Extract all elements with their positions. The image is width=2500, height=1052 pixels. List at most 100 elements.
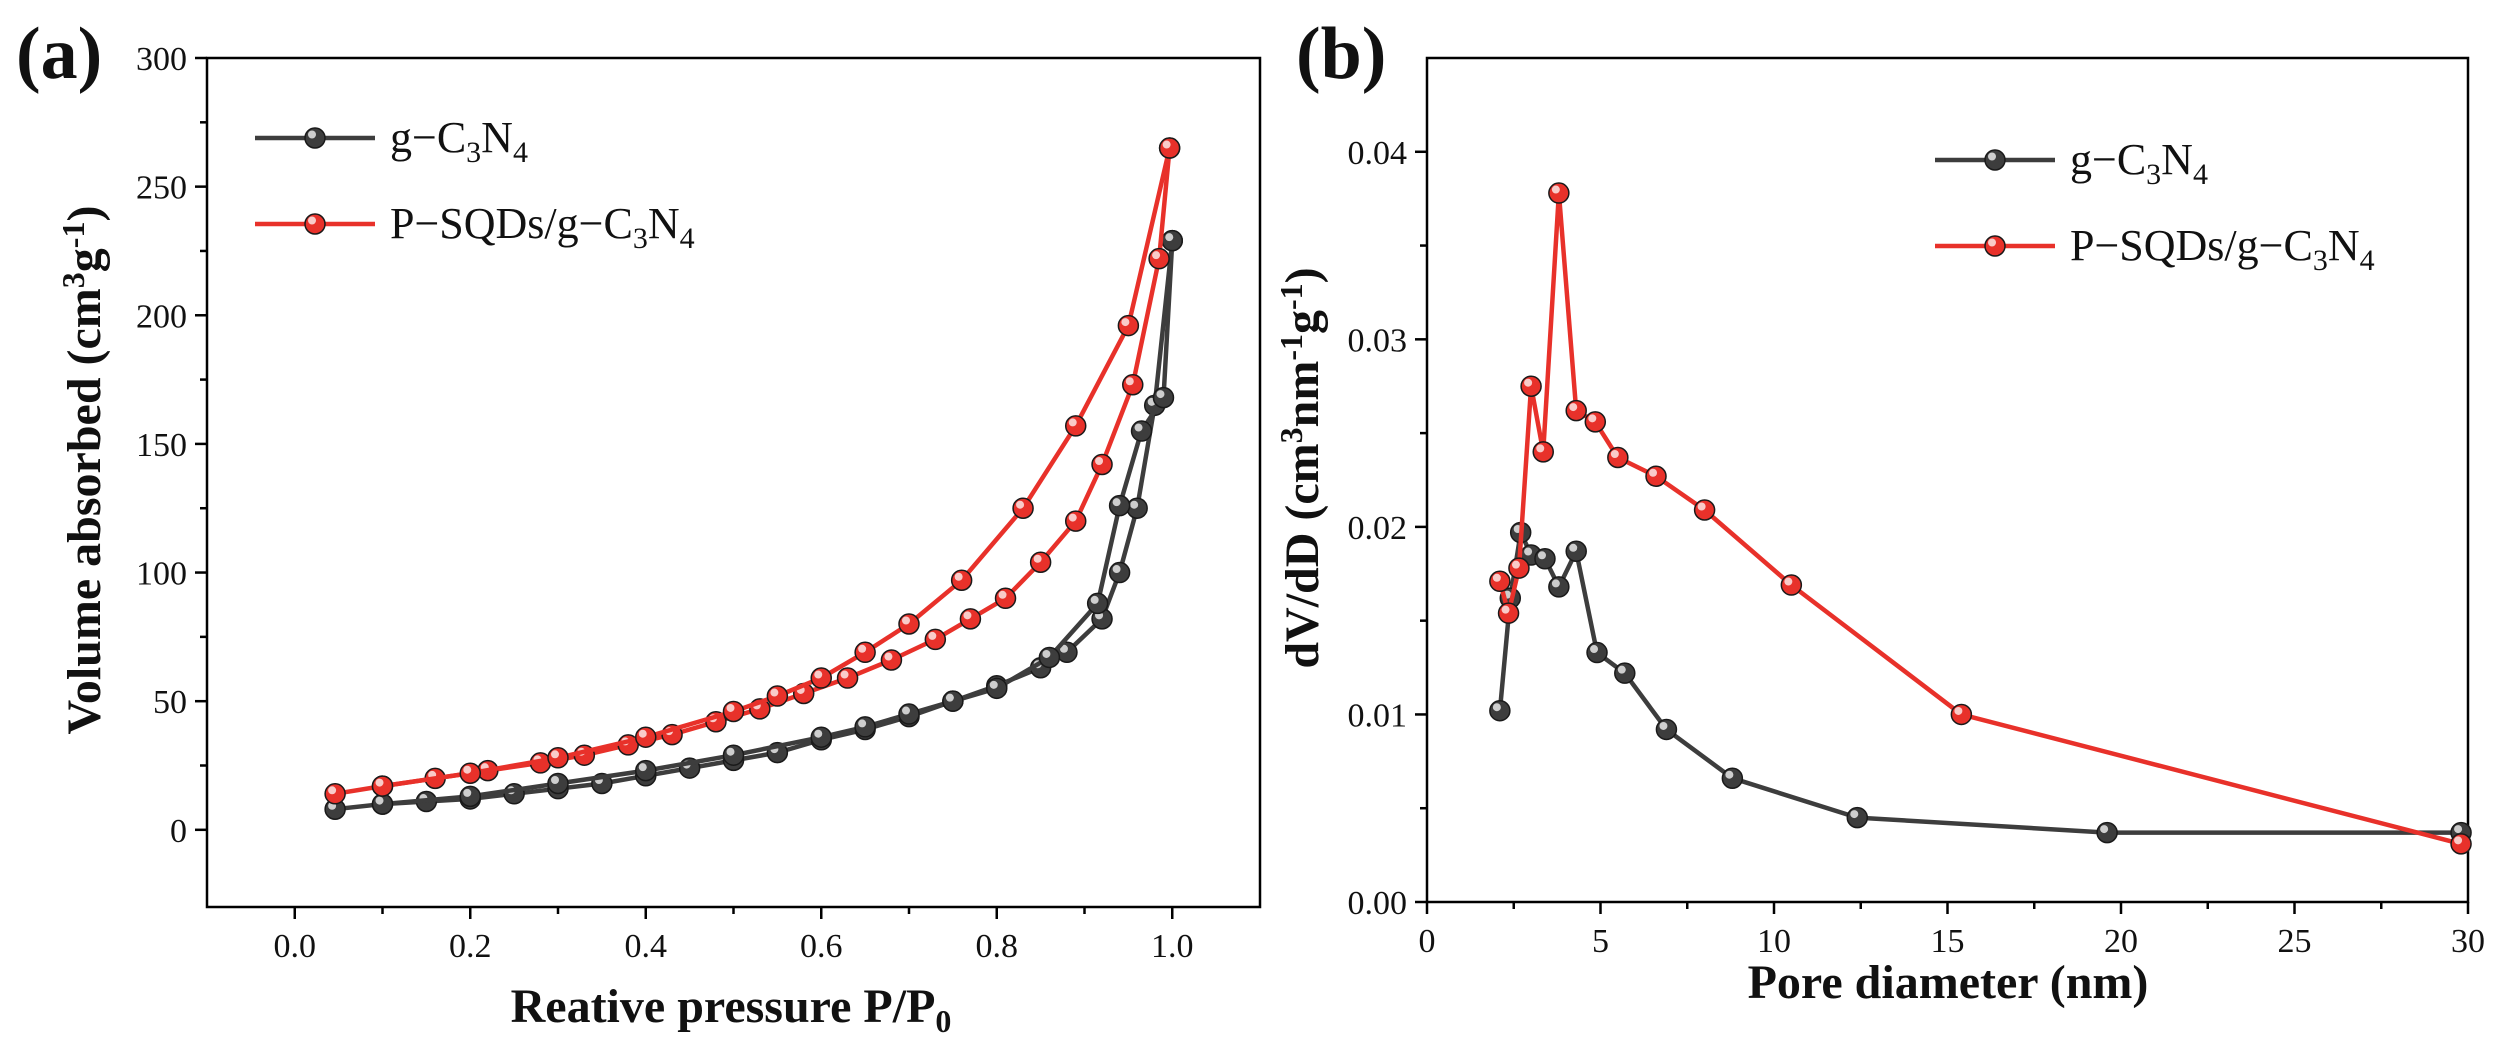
panel-b-series-psqds-gc3n4-data-point xyxy=(1548,182,1570,204)
panel-a-series-psqds-gc3n4-data-point-highlight xyxy=(1152,251,1161,260)
panel-a-series-psqds-gc3n4-data-point xyxy=(854,641,876,664)
panel-b-series-psqds-gc3n4-data-point-highlight xyxy=(1784,577,1793,586)
panel-a-series-gc3n4-data-point-highlight xyxy=(1059,644,1068,653)
panel-a-series-psqds-gc3n4-data-point-body xyxy=(959,608,982,630)
panel-b-series-gc3n4 xyxy=(1489,521,2472,844)
panel-a-series-psqds-gc3n4-desorption-line xyxy=(382,147,1172,789)
panel-b-series-gc3n4-data-point xyxy=(1846,806,1869,829)
panel-b-series-psqds-gc3n4-data-point-highlight xyxy=(1697,502,1706,511)
panel-b-series-gc3n4-data-point-body xyxy=(1655,718,1678,741)
panel-a-series-psqds-gc3n4-data-point-body xyxy=(1064,415,1087,437)
panel-a-legend-item-gc3n4-swatch-marker xyxy=(304,127,326,149)
panel-a-series-psqds-gc3n4-data-point-body xyxy=(924,628,947,651)
panel-a-series-gc3n4-data-point xyxy=(547,772,569,795)
panel-a-series-psqds-gc3n4-data-point xyxy=(459,762,481,784)
panel-b-series-psqds-gc3n4-data-point-highlight xyxy=(1551,185,1560,194)
panel-a-legend-item-gc3n4-swatch-marker-highlight xyxy=(308,130,316,139)
panel-a-series-psqds-gc3n4-data-point-highlight xyxy=(551,750,559,759)
panel-a-series-gc3n4-data-point-highlight xyxy=(1042,649,1051,658)
panel-a-series-psqds-gc3n4-data-point-highlight xyxy=(840,670,849,679)
panel-b-series-gc3n4-data-point xyxy=(1565,540,1587,563)
panel-a-series-gc3n4-data-point-body xyxy=(1126,497,1148,519)
panel-b-y-tick-label: 0.01 xyxy=(1348,697,1408,734)
panel-a-y-tick-label: 0 xyxy=(170,813,187,850)
panel-a-series-psqds-gc3n4-data-point-highlight xyxy=(1068,513,1077,522)
panel-a-legend-item-psqds-gc3n4-label: P−SQDs/g−C3N4 xyxy=(390,199,695,255)
panel-a-series xyxy=(324,137,1183,820)
panel-a-series-gc3n4-data-point xyxy=(1086,592,1109,615)
panel-b-series-psqds-gc3n4-data-point-body xyxy=(1489,570,1511,593)
panel-a-series-psqds-gc3n4-data-point xyxy=(836,667,859,689)
panel-a-legend-item-psqds-gc3n4-swatch-marker xyxy=(304,213,326,235)
panel-b-series-psqds-gc3n4-data-point-body xyxy=(1950,703,1973,726)
panel-b-series-gc3n4-data-point-highlight xyxy=(1659,721,1668,730)
panel-b-series-gc3n4-data-point-body xyxy=(1534,548,1556,570)
panel-b-series-gc3n4-data-point xyxy=(1721,767,1744,789)
panel-b-legend-item-psqds-gc3n4-label: P−SQDs/g−C3N4 xyxy=(2070,221,2375,277)
panel-b-series-gc3n4-data-point xyxy=(1548,576,1570,598)
panel-b-series-gc3n4-data-point-highlight xyxy=(1850,810,1859,819)
panel-a-series-psqds-gc3n4-data-point xyxy=(1064,415,1087,437)
panel-b-series-psqds-gc3n4-data-point-highlight xyxy=(1610,449,1619,458)
panel-b-series-psqds-gc3n4-data-point xyxy=(1607,446,1629,469)
panel-a-series-psqds-gc3n4-data-point-highlight xyxy=(726,703,735,712)
panel-a-y-tick-label: 50 xyxy=(153,684,187,721)
panel-a-series-gc3n4-data-point-body xyxy=(942,690,964,712)
panel-a-x-tick-label: 0.8 xyxy=(976,928,1019,965)
panel-a-legend: g−C3N4 P−SQDs/g−C3N4 xyxy=(255,113,695,255)
panel-b-legend-item-gc3n4-swatch-marker-highlight xyxy=(1988,152,1996,161)
panel-b-series-psqds-gc3n4 xyxy=(1489,182,2472,855)
panel-b-letter: (b) xyxy=(1296,13,1386,95)
panel-a-series-psqds-gc3n4-data-point xyxy=(1029,551,1052,574)
panel-a-series-gc3n4-data-point-body xyxy=(1161,229,1183,252)
panel-a-series-psqds-gc3n4-data-point-body xyxy=(1158,137,1181,159)
panel-a-series-psqds-gc3n4-data-point xyxy=(766,685,789,707)
panel-a-series-psqds-gc3n4-data-point xyxy=(1012,497,1034,519)
panel-b-y-tick-label: 0.03 xyxy=(1348,322,1408,359)
panel-b-series-psqds-gc3n4-data-point-body xyxy=(1532,441,1554,463)
panel-a-axes: 0.0 0.2 0.4 0.6 0.8 1.0 0 50 100 150 200 250 300 xyxy=(136,41,1262,965)
panel-a-y-tick-label: 300 xyxy=(136,41,187,78)
panel-a-series-psqds-gc3n4-data-point xyxy=(547,747,569,769)
panel-b-series-gc3n4-data-point-highlight xyxy=(1524,547,1533,556)
panel-b-chart: (b) 0 5 10 15 20 25 30 0.00 0.01 0.02 0.03 0.04 g−C… xyxy=(1273,13,2485,1009)
panel-b-series-psqds-gc3n4-data-point-body xyxy=(1693,499,1716,521)
panel-b-series-gc3n4-data-point xyxy=(1586,641,1608,664)
panel-a-series-psqds-gc3n4-data-point-body xyxy=(810,667,832,689)
panel-a-series-gc3n4-data-point-highlight xyxy=(945,693,954,702)
panel-a-series-gc3n4-data-point-body xyxy=(1130,420,1153,442)
panel-a-series-psqds-gc3n4-data-point xyxy=(810,667,832,689)
panel-a-x-axis-title: Reative pressure P/P0 xyxy=(511,980,952,1039)
panel-a-series-gc3n4-data-point xyxy=(810,726,832,748)
panel-b-x-tick-label: 20 xyxy=(2104,923,2138,960)
panel-b-series-gc3n4-data-point xyxy=(1489,699,1511,722)
panel-b-x-tick-label: 30 xyxy=(2451,923,2485,960)
panel-a-series-psqds-gc3n4-data-point-body xyxy=(371,775,394,797)
panel-a-series-gc3n4-data-point-highlight xyxy=(902,706,910,715)
panel-a-series-psqds-gc3n4-data-point xyxy=(1158,137,1181,159)
panel-a-series-gc3n4-data-point xyxy=(1152,386,1175,409)
panel-a-series-gc3n4-data-point-highlight xyxy=(726,747,735,756)
panel-a-series-psqds-gc3n4-data-point xyxy=(898,613,920,635)
panel-b-series-gc3n4-data-point-body xyxy=(2096,821,2118,844)
panel-a-legend-item-gc3n4: g−C3N4 xyxy=(255,113,528,169)
panel-a-series-psqds-gc3n4-data-point-body xyxy=(766,685,789,707)
panel-a-series-gc3n4-data-point-highlight xyxy=(1165,233,1174,242)
panel-a-series-psqds-gc3n4-data-point-highlight xyxy=(814,670,823,679)
panel-b-series-psqds-gc3n4-data-point-highlight xyxy=(1511,560,1520,569)
panel-a-series-gc3n4-data-point-highlight xyxy=(1134,423,1143,432)
panel-a-series-psqds-gc3n4-data-point-highlight xyxy=(884,652,893,661)
panel-b-series-gc3n4-data-point-highlight xyxy=(1551,579,1560,588)
panel-b-y-tick-label: 0.02 xyxy=(1348,510,1408,547)
panel-b-series-psqds-gc3n4-data-point-body xyxy=(1497,602,1520,624)
panel-a-series-psqds-gc3n4-data-point-highlight xyxy=(463,765,472,774)
panel-a-series-psqds-gc3n4-data-point-highlight xyxy=(1033,554,1042,563)
panel-a-series-gc3n4-data-point-body xyxy=(854,716,876,738)
panel-b-series-psqds-gc3n4-data-point xyxy=(1584,411,1607,433)
panel-b-series-psqds-gc3n4-data-point-highlight xyxy=(2454,836,2463,845)
panel-a-series-gc3n4-data-point-body xyxy=(1108,561,1131,584)
panel-a-series-gc3n4-data-point-highlight xyxy=(1090,595,1099,604)
panel-b-series-gc3n4-data-point-body xyxy=(1721,767,1744,789)
panel-a-series-psqds-gc3n4-data-point-body xyxy=(836,667,859,689)
